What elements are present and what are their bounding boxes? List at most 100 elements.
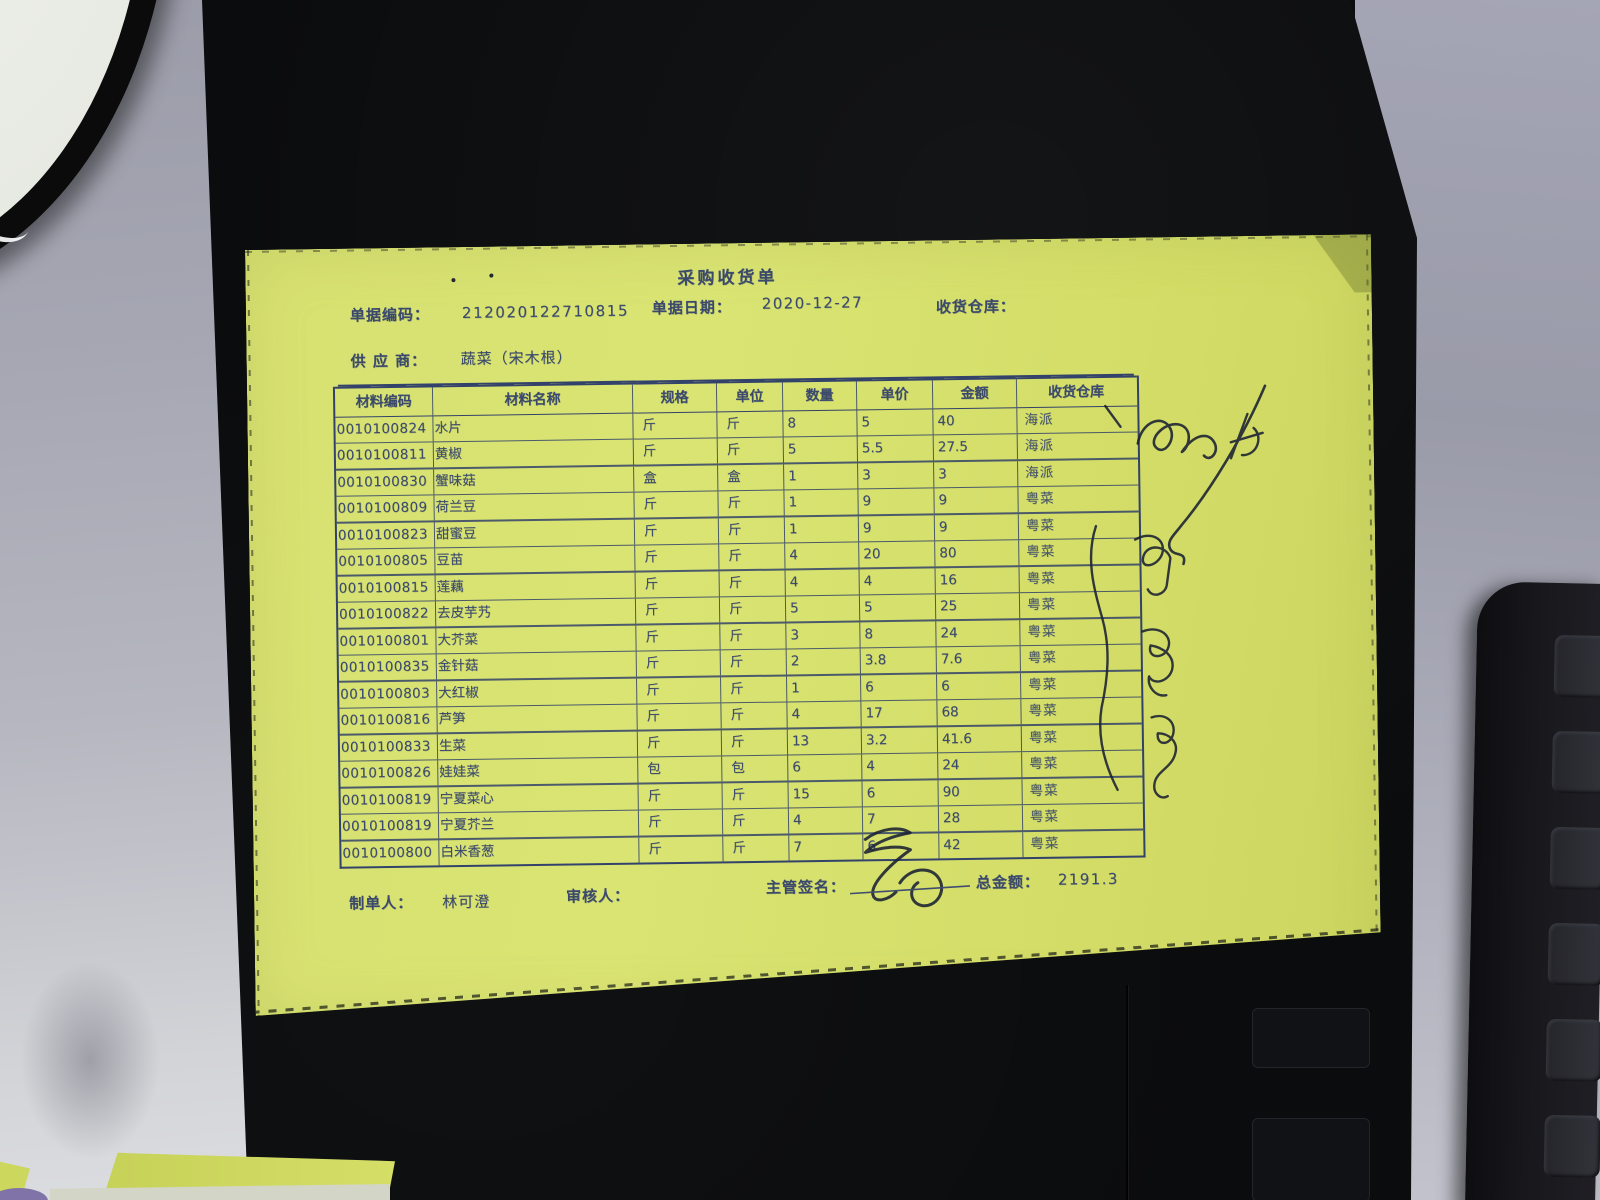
table-cell: 粤菜 xyxy=(1027,649,1057,667)
column-header: 金额 xyxy=(933,379,1017,408)
table-cell: 芦笋 xyxy=(437,705,637,733)
document-title: 采购收货单 xyxy=(677,267,778,289)
table-cell: 斤 xyxy=(634,491,718,517)
table-cell: 42 xyxy=(939,832,1023,858)
table-cell: 粤菜 xyxy=(1026,543,1056,561)
column-header: 单位 xyxy=(717,383,783,412)
table-cell: 斤 xyxy=(636,597,720,623)
table-cell: 13 xyxy=(788,728,862,754)
table-cell: 24 xyxy=(938,752,1022,778)
table-cell: 金针菇 xyxy=(437,652,637,680)
keyboard-key xyxy=(1547,922,1600,986)
maker-label: 制单人： xyxy=(349,893,414,913)
table-cell: 0010100835 xyxy=(339,654,437,680)
table-cell: 海派 xyxy=(1024,437,1054,455)
column-header: 材料编码 xyxy=(335,387,433,416)
table-cell: 68 xyxy=(937,699,1021,725)
table-cell: 0010100800 xyxy=(341,840,439,866)
table-cell: 7 xyxy=(789,834,863,860)
table-cell: 生菜 xyxy=(438,732,638,760)
table-cell: 0010100833 xyxy=(340,734,438,760)
table-cell: 斤 xyxy=(637,677,721,703)
table-cell: 80 xyxy=(935,540,1019,566)
table-cell: 3 xyxy=(934,461,1018,487)
table-cell: 40 xyxy=(933,408,1017,434)
doc-code-label: 单据编码： xyxy=(349,305,431,325)
table-cell: 9 xyxy=(935,514,1019,540)
table-cell: 宁夏芥兰 xyxy=(439,811,639,839)
table-cell: 1 xyxy=(785,516,859,542)
table-cell: 斤 xyxy=(634,438,718,464)
table-cell: 斤 xyxy=(636,624,720,650)
total-value: 2191.3 xyxy=(1057,869,1119,889)
table-cell: 0010100819 xyxy=(341,787,439,813)
table-cell: 17 xyxy=(861,700,937,726)
handwritten-name xyxy=(1142,629,1173,696)
table-cell: 25 xyxy=(936,593,1020,619)
table-cell: 斤 xyxy=(720,570,786,596)
table-cell: 斤 xyxy=(636,571,720,597)
table-cell: 28 xyxy=(939,805,1023,831)
table-cell: 斤 xyxy=(723,808,789,834)
table-cell: 斤 xyxy=(638,730,722,756)
table-cell: 斤 xyxy=(722,729,788,755)
table-cell: 5 xyxy=(860,594,936,620)
table-cell: 斤 xyxy=(637,703,721,729)
keyboard-key xyxy=(1553,634,1600,699)
table-cell: 2 xyxy=(787,648,861,674)
keyboard-edge xyxy=(1464,581,1600,1200)
doc-code-value: 212020122710815 xyxy=(461,301,630,322)
handwritten-signature xyxy=(1137,420,1216,459)
table-cell: 斤 xyxy=(717,411,783,437)
table-cell: 斤 xyxy=(639,809,723,835)
table-cell: 0010100830 xyxy=(336,469,434,495)
table-cell: 盒 xyxy=(718,464,784,490)
table-cell: 9 xyxy=(858,488,934,514)
table-cell: 9 xyxy=(859,515,935,541)
table-cell: 0010100822 xyxy=(338,601,436,627)
table-cell: 斤 xyxy=(720,623,786,649)
table-cell: 8 xyxy=(783,410,857,436)
receipt-paper: 采购收货单 单据编码： 212020122710815 单据日期： 2020-1… xyxy=(245,234,1382,1020)
keyboard-key xyxy=(1551,730,1600,795)
table-cell: 0010100803 xyxy=(339,681,437,707)
warehouse-label: 收货仓库： xyxy=(935,297,1017,317)
table-cell: 24 xyxy=(936,620,1020,646)
table-cell: 水片 xyxy=(433,414,633,442)
signature-underline xyxy=(850,886,970,894)
table-cell: 3 xyxy=(786,622,860,648)
table-cell: 斤 xyxy=(637,650,721,676)
table-cell: 海派 xyxy=(1025,464,1055,482)
table-cell: 包 xyxy=(722,755,788,781)
table-cell: 1 xyxy=(787,675,861,701)
table-cell: 去皮芋艿 xyxy=(436,599,636,627)
total-label: 总金额： xyxy=(975,872,1041,892)
table-cell: 0010100816 xyxy=(339,707,437,733)
table-cell: 4 xyxy=(862,753,938,779)
table-cell: 斤 xyxy=(639,836,723,862)
supplier-value: 蔬菜（宋木根） xyxy=(460,348,573,369)
table-cell: 6 xyxy=(788,754,862,780)
table-cell: 大芥菜 xyxy=(436,626,636,654)
table-cell: 大红椒 xyxy=(437,679,637,707)
table-cell: 荷兰豆 xyxy=(434,493,634,521)
table-cell: 4 xyxy=(785,542,859,568)
table-cell: 1 xyxy=(784,463,858,489)
table-cell: 粤菜 xyxy=(1025,517,1056,535)
table-cell: 5 xyxy=(857,409,933,435)
table-cell: 白米香葱 xyxy=(439,838,639,866)
table-cell: 5 xyxy=(784,436,858,462)
table-cell: 粤菜 xyxy=(1029,755,1059,773)
table-cell: 3 xyxy=(858,462,934,488)
table-cell: 0010100819 xyxy=(341,813,439,839)
table-cell: 3.2 xyxy=(862,727,938,753)
table-cell: 粤菜 xyxy=(1025,490,1055,508)
table-cell: 豆苗 xyxy=(435,546,635,574)
keyboard-key xyxy=(1549,826,1600,891)
table-cell: 4 xyxy=(789,807,863,833)
table-cell: 斤 xyxy=(718,490,784,516)
table-cell: 甜蜜豆 xyxy=(435,520,635,548)
maker-value: 林可澄 xyxy=(442,892,491,912)
table-cell: 4 xyxy=(860,568,936,594)
device-key-pad xyxy=(1252,1118,1370,1200)
